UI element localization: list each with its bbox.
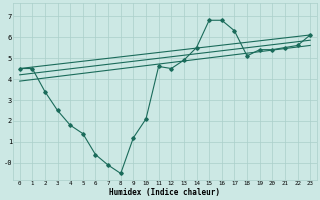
X-axis label: Humidex (Indice chaleur): Humidex (Indice chaleur) [109,188,220,197]
